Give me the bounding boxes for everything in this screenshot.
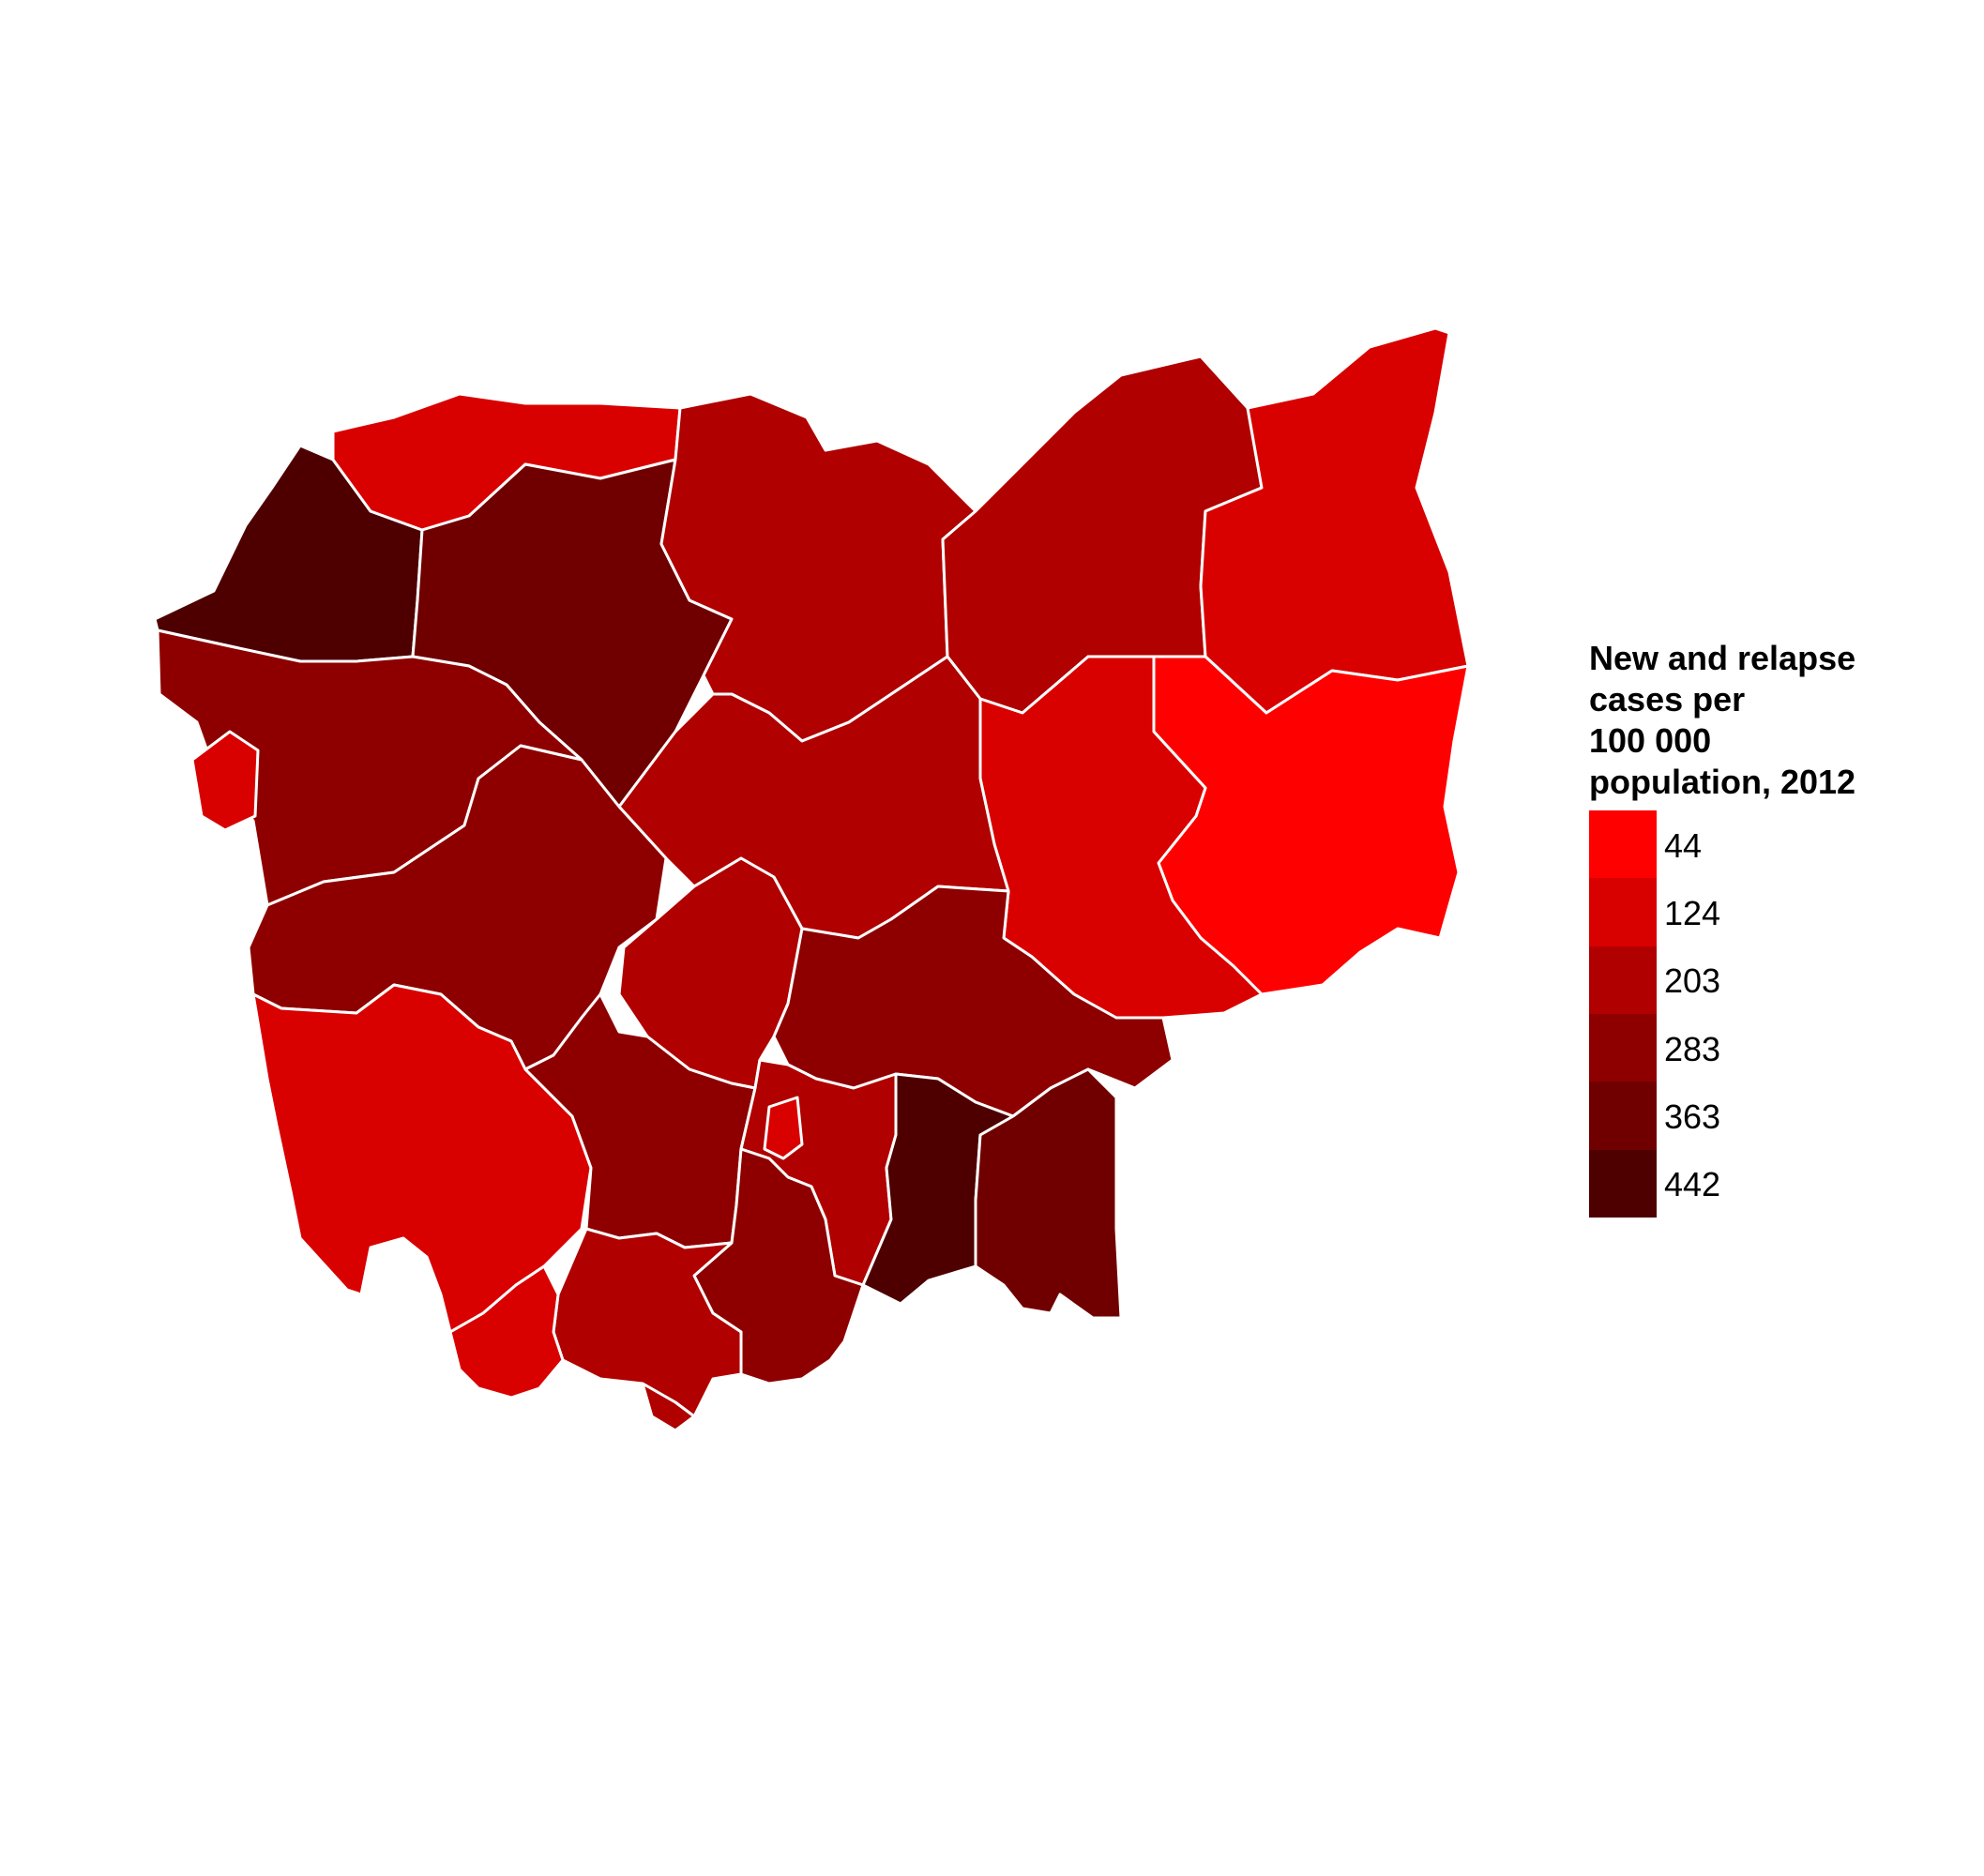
province-sihanoukville	[448, 1264, 565, 1399]
legend-title-line: 100 000	[1589, 721, 1712, 760]
legend-swatch-203	[1589, 946, 1657, 1014]
legend-title-line: New and relapse	[1589, 639, 1856, 677]
province-pailin	[190, 730, 260, 832]
province-ratanakiri	[1199, 326, 1470, 715]
legend-title: New and relapse cases per 100 000 popula…	[1589, 638, 1927, 803]
legend-label-283: 283	[1664, 1030, 1721, 1068]
legend-color-scale: 44 124 203 283 363 442	[1589, 810, 1927, 1218]
province-svay-rieng	[974, 1067, 1123, 1320]
province-kep	[641, 1382, 696, 1432]
province-phnom-penh	[763, 1096, 804, 1160]
legend-label-442: 442	[1664, 1165, 1721, 1203]
legend-swatch-44	[1589, 810, 1657, 879]
legend-title-line: population, 2012	[1589, 763, 1856, 801]
legend-swatch-442	[1589, 1149, 1657, 1218]
legend-swatch-283	[1589, 1013, 1657, 1082]
map-legend: New and relapse cases per 100 000 popula…	[1589, 638, 1927, 1218]
legend-label-44: 44	[1664, 826, 1703, 865]
legend-label-363: 363	[1664, 1097, 1721, 1136]
legend-swatch-124	[1589, 878, 1657, 946]
legend-title-line: cases per	[1589, 680, 1746, 719]
legend-label-203: 203	[1664, 961, 1721, 1000]
legend-swatch-363	[1589, 1082, 1657, 1150]
legend-swatch-column	[1589, 810, 1657, 1218]
legend-label-124: 124	[1664, 894, 1721, 932]
